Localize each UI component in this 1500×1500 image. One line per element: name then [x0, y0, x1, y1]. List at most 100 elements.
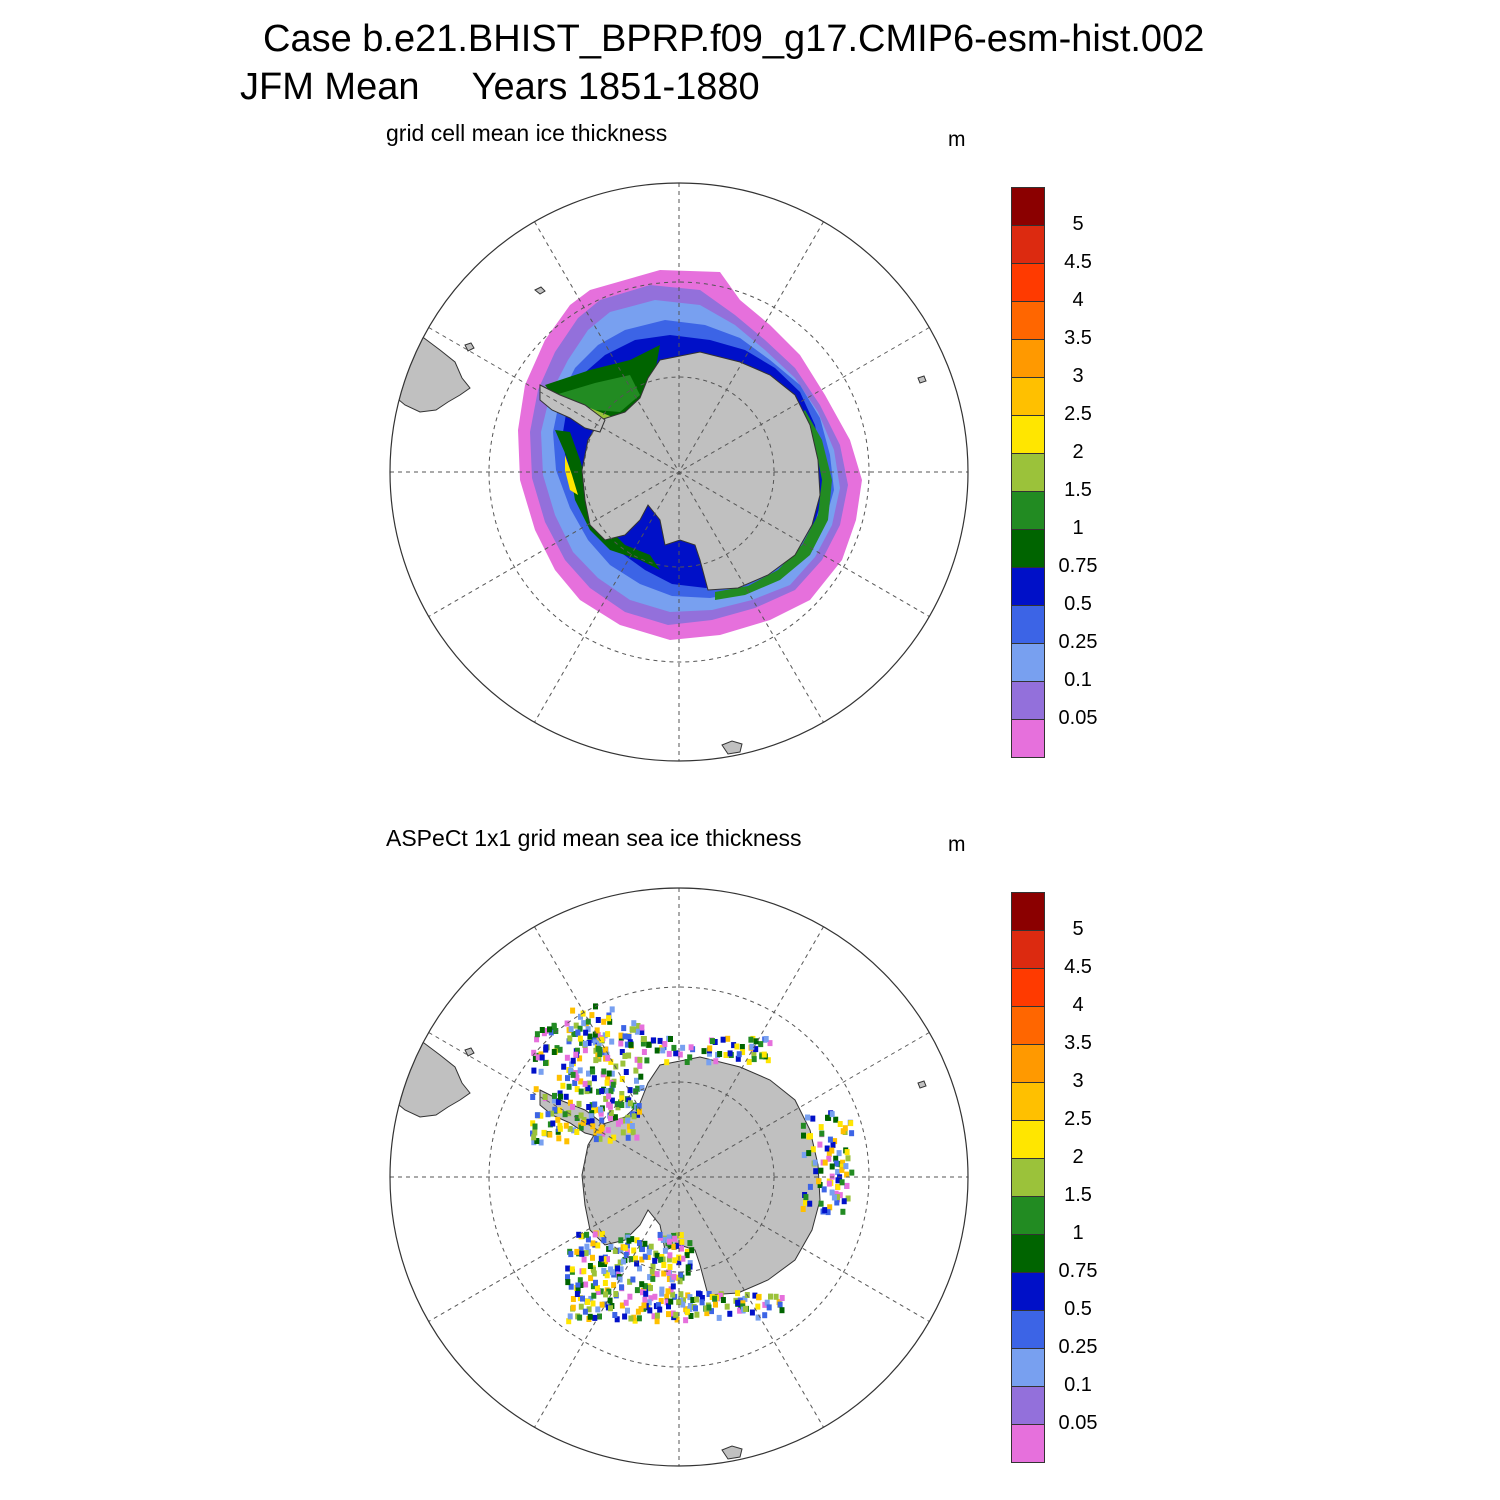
observation-pixel [570, 1057, 576, 1064]
observation-pixel [622, 1053, 628, 1059]
observation-pixel [706, 1059, 712, 1066]
observation-pixel [534, 1112, 540, 1119]
observation-pixel [635, 1111, 640, 1118]
observation-pixel [755, 1314, 761, 1321]
observation-pixel [835, 1169, 841, 1175]
observation-pixel [707, 1045, 713, 1052]
observation-pixel [638, 1073, 644, 1080]
observation-pixel [727, 1050, 733, 1057]
observation-pixel [627, 1087, 633, 1094]
observation-pixel [631, 1247, 637, 1254]
observation-pixel [826, 1150, 832, 1157]
observation-pixel [824, 1145, 830, 1152]
observation-pixel [583, 1250, 589, 1257]
observation-pixel [532, 1129, 538, 1136]
observation-pixel [541, 1129, 547, 1136]
observation-pixel [740, 1049, 746, 1056]
observation-pixel [591, 1266, 596, 1273]
observation-pixel [749, 1043, 755, 1050]
observation-pixel [626, 1033, 632, 1040]
observation-pixel [635, 1023, 641, 1029]
observation-pixel [822, 1207, 828, 1214]
observation-pixel [648, 1243, 654, 1250]
observation-pixel [666, 1269, 671, 1276]
observation-pixel [640, 1289, 645, 1296]
observation-pixel [543, 1046, 549, 1053]
figure-title-line1: Case b.e21.BHIST_BPRP.f09_g17.CMIP6-esm-… [263, 18, 1205, 60]
observation-pixel [553, 1028, 559, 1034]
colorbar-segment [1011, 1196, 1045, 1235]
observation-pixel [687, 1054, 693, 1061]
observation-pixel [724, 1303, 730, 1310]
observation-pixel [574, 1047, 580, 1054]
observation-pixel [699, 1299, 705, 1306]
colorbar-segment [1011, 892, 1045, 931]
observation-pixel [598, 1255, 604, 1262]
observation-pixel [568, 1283, 574, 1290]
observation-pixel [577, 1314, 583, 1321]
observation-pixel [601, 1068, 607, 1075]
observation-pixel [609, 1038, 615, 1045]
observation-pixel [582, 1047, 588, 1054]
observation-pixel [800, 1122, 806, 1129]
observation-pixel [670, 1310, 676, 1317]
observation-pixel [845, 1155, 851, 1162]
observation-pixel [654, 1252, 660, 1259]
observation-pixel [704, 1310, 710, 1317]
observation-pixel [639, 1256, 645, 1263]
observation-pixel [764, 1299, 770, 1306]
observation-pixel [587, 1313, 593, 1320]
observation-pixel [654, 1318, 660, 1325]
observation-pixel [590, 1300, 596, 1307]
observation-pixel [638, 1306, 644, 1313]
observation-pixel [646, 1041, 652, 1048]
observation-pixel [569, 1266, 575, 1273]
observation-pixel [618, 1266, 624, 1273]
observation-pixel [585, 1118, 591, 1125]
graticule [390, 183, 968, 761]
colorbar-segment [1011, 529, 1045, 568]
observation-pixel [646, 1299, 652, 1306]
observation-pixel [619, 1284, 624, 1291]
observation-pixel [593, 1136, 599, 1143]
observation-pixel [666, 1256, 672, 1263]
observation-pixel [590, 1068, 596, 1075]
observation-pixel [639, 1029, 645, 1035]
observation-pixel [821, 1186, 827, 1193]
observation-pixel [588, 1275, 594, 1282]
observation-pixel [756, 1294, 762, 1301]
observation-pixel [768, 1293, 773, 1300]
observation-pixel [619, 1302, 625, 1309]
observation-pixel [675, 1232, 681, 1239]
observation-pixel [547, 1131, 553, 1138]
observation-pixel [659, 1290, 665, 1297]
observation-pixel [812, 1159, 818, 1166]
observation-pixel [618, 1032, 624, 1039]
observation-pixel [597, 1051, 603, 1057]
observation-pixel [591, 1292, 597, 1299]
colorbar-segment [1011, 681, 1045, 720]
observation-pixel [684, 1308, 690, 1315]
observation-pixel [595, 1242, 601, 1249]
observation-pixel [608, 1110, 614, 1116]
observation-pixel [849, 1169, 855, 1176]
observation-pixel [630, 1026, 636, 1033]
observation-pixel [607, 1137, 613, 1144]
observation-pixel [608, 1244, 614, 1250]
observation-pixel [599, 1231, 605, 1237]
observation-pixel [694, 1296, 700, 1303]
observation-pixel [611, 1282, 617, 1289]
observation-pixel [662, 1247, 668, 1254]
colorbar-segment [1011, 1158, 1045, 1197]
observation-pixel [595, 1045, 601, 1052]
observation-pixel [710, 1038, 715, 1045]
observation-pixel [622, 1033, 628, 1040]
small-island-land [464, 342, 475, 352]
observation-pixel [587, 1263, 593, 1269]
observation-pixel [568, 1026, 574, 1033]
observation-pixel [578, 1246, 584, 1253]
observation-pixel [624, 1041, 630, 1048]
observation-pixel [627, 1126, 633, 1133]
observation-pixel [631, 1102, 637, 1109]
observation-pixel [639, 1085, 645, 1091]
